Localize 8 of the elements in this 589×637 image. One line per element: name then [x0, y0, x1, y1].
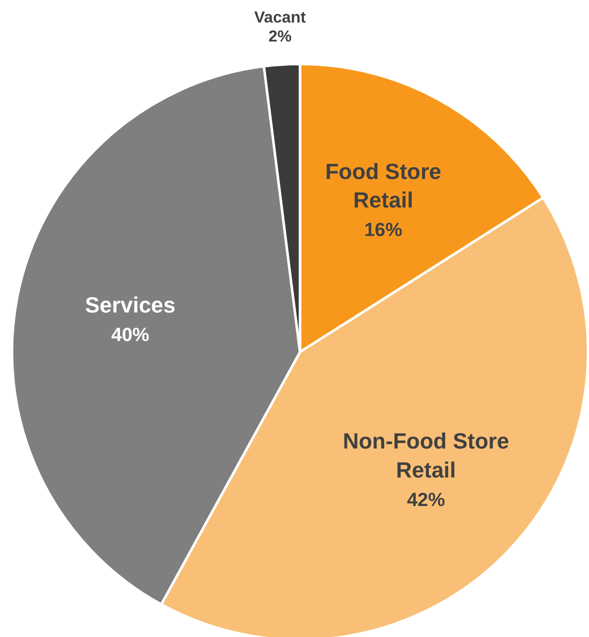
slice-label: Services [84, 292, 176, 318]
slice-label: Food Store Retail [325, 158, 442, 213]
data-label: 42% [406, 490, 446, 511]
slice-label: Non-Food Store Retail [342, 428, 510, 482]
data-label: 40% [111, 324, 150, 346]
data-label: 16% [364, 220, 402, 242]
data-label: 2% [268, 28, 292, 46]
slice-label: Vacant [254, 10, 306, 27]
